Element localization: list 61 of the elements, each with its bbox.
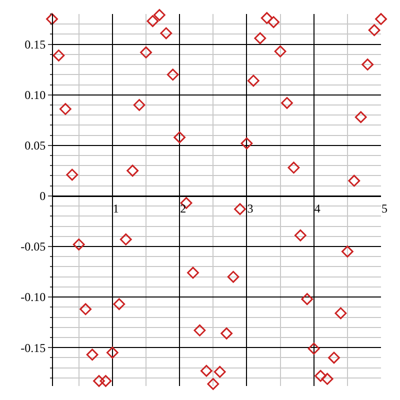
point	[294, 229, 306, 242]
point	[126, 164, 139, 177]
point	[234, 203, 246, 216]
point	[194, 324, 206, 336]
point	[187, 266, 199, 279]
point	[153, 9, 166, 21]
y-tick-label: 0.10	[24, 88, 46, 102]
x-tick-label: 1	[112, 201, 119, 216]
point	[240, 137, 253, 150]
y-tick-label: 0.05	[24, 138, 46, 153]
point	[133, 99, 146, 111]
y-tick-label: 0	[40, 189, 46, 204]
point	[72, 238, 85, 250]
point	[200, 364, 212, 377]
point	[354, 111, 367, 124]
point	[106, 346, 118, 359]
y-tick-label: -0.05	[20, 240, 46, 254]
point	[80, 303, 92, 316]
y-tick-label: -0.10	[20, 290, 46, 304]
point	[348, 174, 360, 187]
point	[174, 131, 186, 144]
point	[160, 27, 172, 40]
point	[334, 307, 347, 320]
point	[220, 327, 233, 340]
point	[362, 58, 374, 70]
y-tick-label: -0.15	[20, 340, 46, 355]
x-tick-label: 2	[180, 201, 186, 216]
point	[274, 45, 286, 58]
point	[368, 24, 380, 36]
point	[166, 68, 179, 81]
point	[207, 378, 220, 390]
point	[93, 375, 105, 387]
x-tick-label: 3	[247, 201, 254, 216]
point	[254, 32, 266, 44]
point	[59, 103, 72, 115]
point	[268, 16, 280, 28]
point	[214, 366, 226, 378]
point	[301, 293, 314, 306]
point	[328, 352, 340, 364]
point	[100, 375, 112, 387]
point	[66, 168, 78, 181]
point	[247, 74, 260, 87]
point	[52, 50, 65, 62]
point	[314, 370, 327, 382]
y-tick-label: 0.15	[24, 38, 46, 52]
point	[140, 46, 152, 58]
x-tick-label: 5	[382, 201, 388, 216]
point	[120, 233, 132, 246]
point	[281, 97, 293, 109]
point	[288, 162, 300, 174]
point	[341, 246, 354, 258]
x-tick-label: 4	[314, 201, 320, 216]
point	[308, 342, 320, 355]
point	[113, 298, 126, 310]
point	[86, 348, 98, 361]
point	[321, 372, 334, 385]
point	[46, 13, 58, 25]
point	[260, 12, 273, 24]
point	[146, 15, 159, 28]
point	[375, 13, 387, 25]
point	[227, 270, 240, 283]
